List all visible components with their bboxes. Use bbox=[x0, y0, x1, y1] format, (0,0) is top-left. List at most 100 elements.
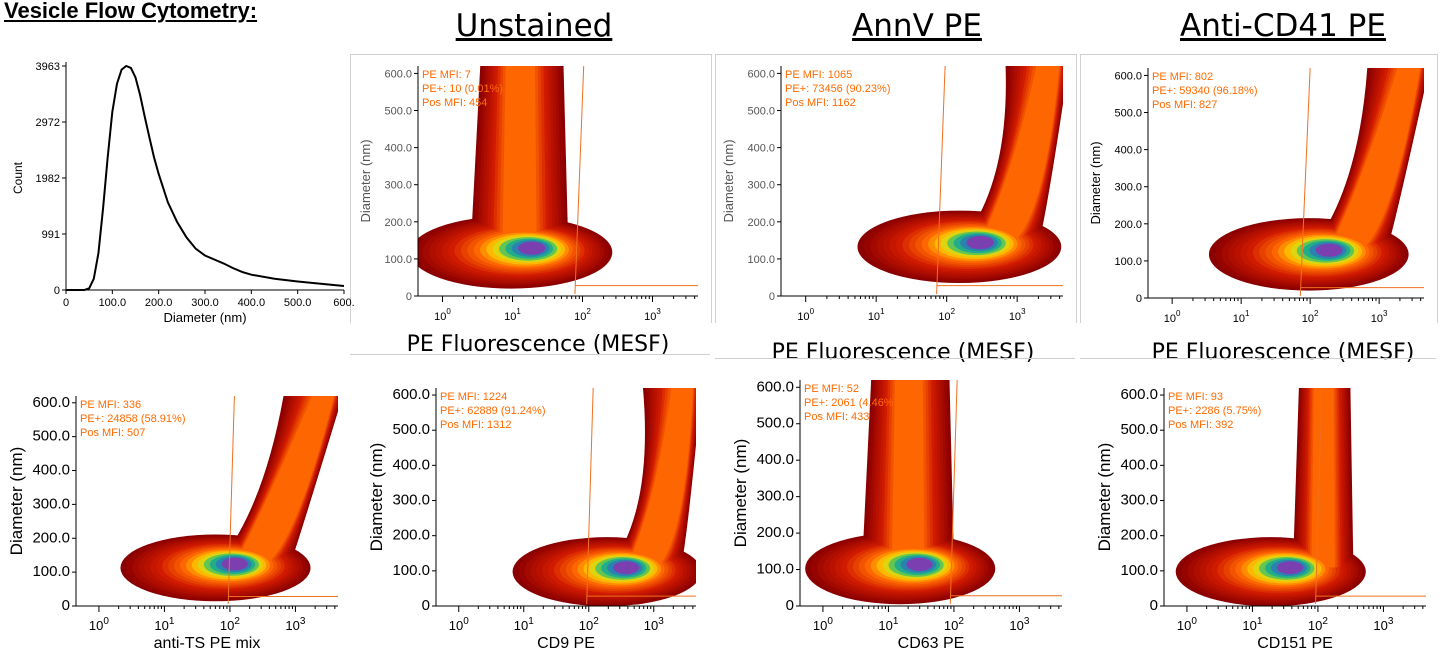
y-tick-label: 200.0 bbox=[384, 217, 412, 229]
y-tick-label: 400.0 bbox=[392, 456, 430, 473]
y-tick-label: 400.0 bbox=[1114, 145, 1142, 157]
y-tick-label: 600.0 bbox=[756, 378, 794, 395]
y-tick-label: 0 bbox=[1136, 293, 1142, 305]
y-tick-label: 991 bbox=[42, 229, 60, 241]
y-tick-label: 400.0 bbox=[747, 143, 775, 155]
x-tick-label: 103 bbox=[285, 616, 305, 633]
gate-line bbox=[1315, 387, 1323, 605]
y-tick-label: 500.0 bbox=[1120, 421, 1158, 438]
panel-frame-annv bbox=[715, 54, 1077, 323]
stats-line: PE MFI: 7 bbox=[422, 69, 471, 81]
chart-anti-ts-pe-mix: 0 100.0 200.0 300.0 400.0 500.0 600.0 100 101 102… bbox=[7, 394, 338, 652]
stats-line: PE+: 62889 (91.24%) bbox=[440, 405, 546, 417]
y-tick-label: 600.0 bbox=[32, 394, 70, 411]
stats-line: PE+: 2286 (5.75%) bbox=[1168, 405, 1261, 417]
stats-line: PE+: 24858 (58.91%) bbox=[80, 413, 186, 425]
y-tick-label: 500.0 bbox=[1114, 108, 1142, 120]
x-tick-label: 101 bbox=[878, 616, 898, 633]
x-tick-label: 101 bbox=[154, 616, 174, 633]
x-tick-label: 100 bbox=[1164, 309, 1181, 325]
y-tick-label: 600.0 bbox=[392, 386, 430, 403]
density-level bbox=[1315, 243, 1343, 257]
y-tick-label: 400.0 bbox=[756, 451, 794, 468]
density-cloud bbox=[1208, 68, 1424, 291]
y-tick-label: 200.0 bbox=[756, 524, 794, 541]
stats-line: PE MFI: 336 bbox=[80, 399, 141, 411]
gate-line bbox=[227, 395, 235, 605]
y-tick-label: 0 bbox=[54, 285, 60, 297]
y-tick-label: 0 bbox=[769, 291, 775, 303]
density-arm bbox=[624, 388, 693, 574]
y-tick-label: 1982 bbox=[36, 173, 60, 185]
y-tick-label: 400.0 bbox=[1120, 456, 1158, 473]
x-tick-label: 100 bbox=[797, 307, 814, 323]
y-tick-label: 0 bbox=[1150, 597, 1158, 614]
stats-line: PE MFI: 1224 bbox=[440, 391, 507, 403]
y-tick-label: 500.0 bbox=[747, 106, 775, 118]
x-tick-label: 102 bbox=[938, 307, 955, 323]
y-axis-label: Diameter (nm) bbox=[721, 139, 736, 222]
x-tick-label: 100 bbox=[813, 616, 833, 633]
density-cloud bbox=[805, 380, 996, 605]
y-tick-label: 0 bbox=[422, 597, 430, 614]
stats-line: Pos MFI: 507 bbox=[80, 427, 145, 439]
density-level bbox=[518, 241, 546, 255]
y-tick-label: 300.0 bbox=[32, 495, 70, 512]
stats-line: Pos MFI: 1162 bbox=[785, 97, 856, 109]
x-tick-label: 103 bbox=[1373, 616, 1393, 633]
x-tick-label: 600. bbox=[333, 297, 354, 309]
x-tick-label: 102 bbox=[574, 307, 591, 323]
density-arm bbox=[1326, 68, 1421, 256]
stats-line: Pos MFI: 827 bbox=[1152, 99, 1217, 111]
y-tick-label: 500.0 bbox=[384, 106, 412, 118]
stats-line: PE MFI: 93 bbox=[1168, 391, 1223, 403]
stats-line: Pos MFI: 392 bbox=[1168, 419, 1233, 431]
separator-line bbox=[350, 354, 710, 355]
fluorescence-label-cd41: PE Fluorescence (MESF) bbox=[1151, 340, 1415, 365]
x-tick-label: 101 bbox=[1242, 616, 1262, 633]
separator-line bbox=[1080, 358, 1436, 359]
y-tick-label: 100.0 bbox=[384, 254, 412, 266]
density-cloud bbox=[512, 388, 696, 606]
density-level bbox=[1276, 561, 1304, 575]
y-tick-label: 300.0 bbox=[1114, 182, 1142, 194]
y-tick-label: 300.0 bbox=[747, 180, 775, 192]
density-arm bbox=[1311, 388, 1335, 568]
density-level bbox=[966, 236, 994, 250]
y-tick-label: 2972 bbox=[36, 117, 60, 129]
y-tick-label: 100.0 bbox=[1114, 256, 1142, 268]
density-cloud bbox=[1175, 388, 1366, 606]
x-tick-label: 300.0 bbox=[191, 297, 219, 309]
y-tick-label: 100.0 bbox=[32, 563, 70, 580]
y-tick-label: 300.0 bbox=[756, 488, 794, 505]
x-axis-label: CD9 PE bbox=[537, 635, 595, 652]
x-tick-label: 102 bbox=[579, 616, 599, 633]
y-tick-label: 300.0 bbox=[1120, 492, 1158, 509]
x-tick-label: 102 bbox=[944, 616, 964, 633]
density-arm bbox=[977, 66, 1060, 249]
density-level bbox=[906, 557, 933, 571]
y-tick-label: 200.0 bbox=[32, 529, 70, 546]
x-tick-label: 500.0 bbox=[284, 297, 312, 309]
y-tick-label: 0 bbox=[406, 291, 412, 303]
density-arm bbox=[232, 396, 335, 570]
stats-line: Pos MFI: 433 bbox=[804, 411, 869, 423]
x-tick-label: 103 bbox=[644, 616, 664, 633]
chart-anti-cd41-pe: 0 100.0 200.0 300.0 400.0 500.0 600.0 100 101 102… bbox=[1088, 67, 1424, 325]
x-tick-label: 101 bbox=[514, 616, 534, 633]
x-tick-label: 400.0 bbox=[238, 297, 266, 309]
column-title-annv: AnnV PE bbox=[852, 8, 982, 44]
y-axis-label: Diameter (nm) bbox=[7, 447, 26, 556]
y-tick-label: 600.0 bbox=[1114, 70, 1142, 82]
stats-line: PE MFI: 802 bbox=[1152, 71, 1213, 83]
y-tick-label: 600.0 bbox=[747, 68, 775, 80]
stats-line: PE MFI: 1065 bbox=[785, 69, 852, 81]
x-tick-label: 103 bbox=[1009, 616, 1029, 633]
stats-line: Pos MFI: 1312 bbox=[440, 419, 512, 431]
y-axis-label: Diameter (nm) bbox=[1088, 141, 1103, 224]
y-axis-label: Diameter (nm) bbox=[367, 443, 386, 552]
x-tick-label: 100 bbox=[1177, 616, 1197, 633]
gate-line bbox=[586, 387, 594, 605]
page-title: Vesicle Flow Cytometry: bbox=[4, 0, 258, 23]
y-tick-label: 100.0 bbox=[756, 561, 794, 578]
